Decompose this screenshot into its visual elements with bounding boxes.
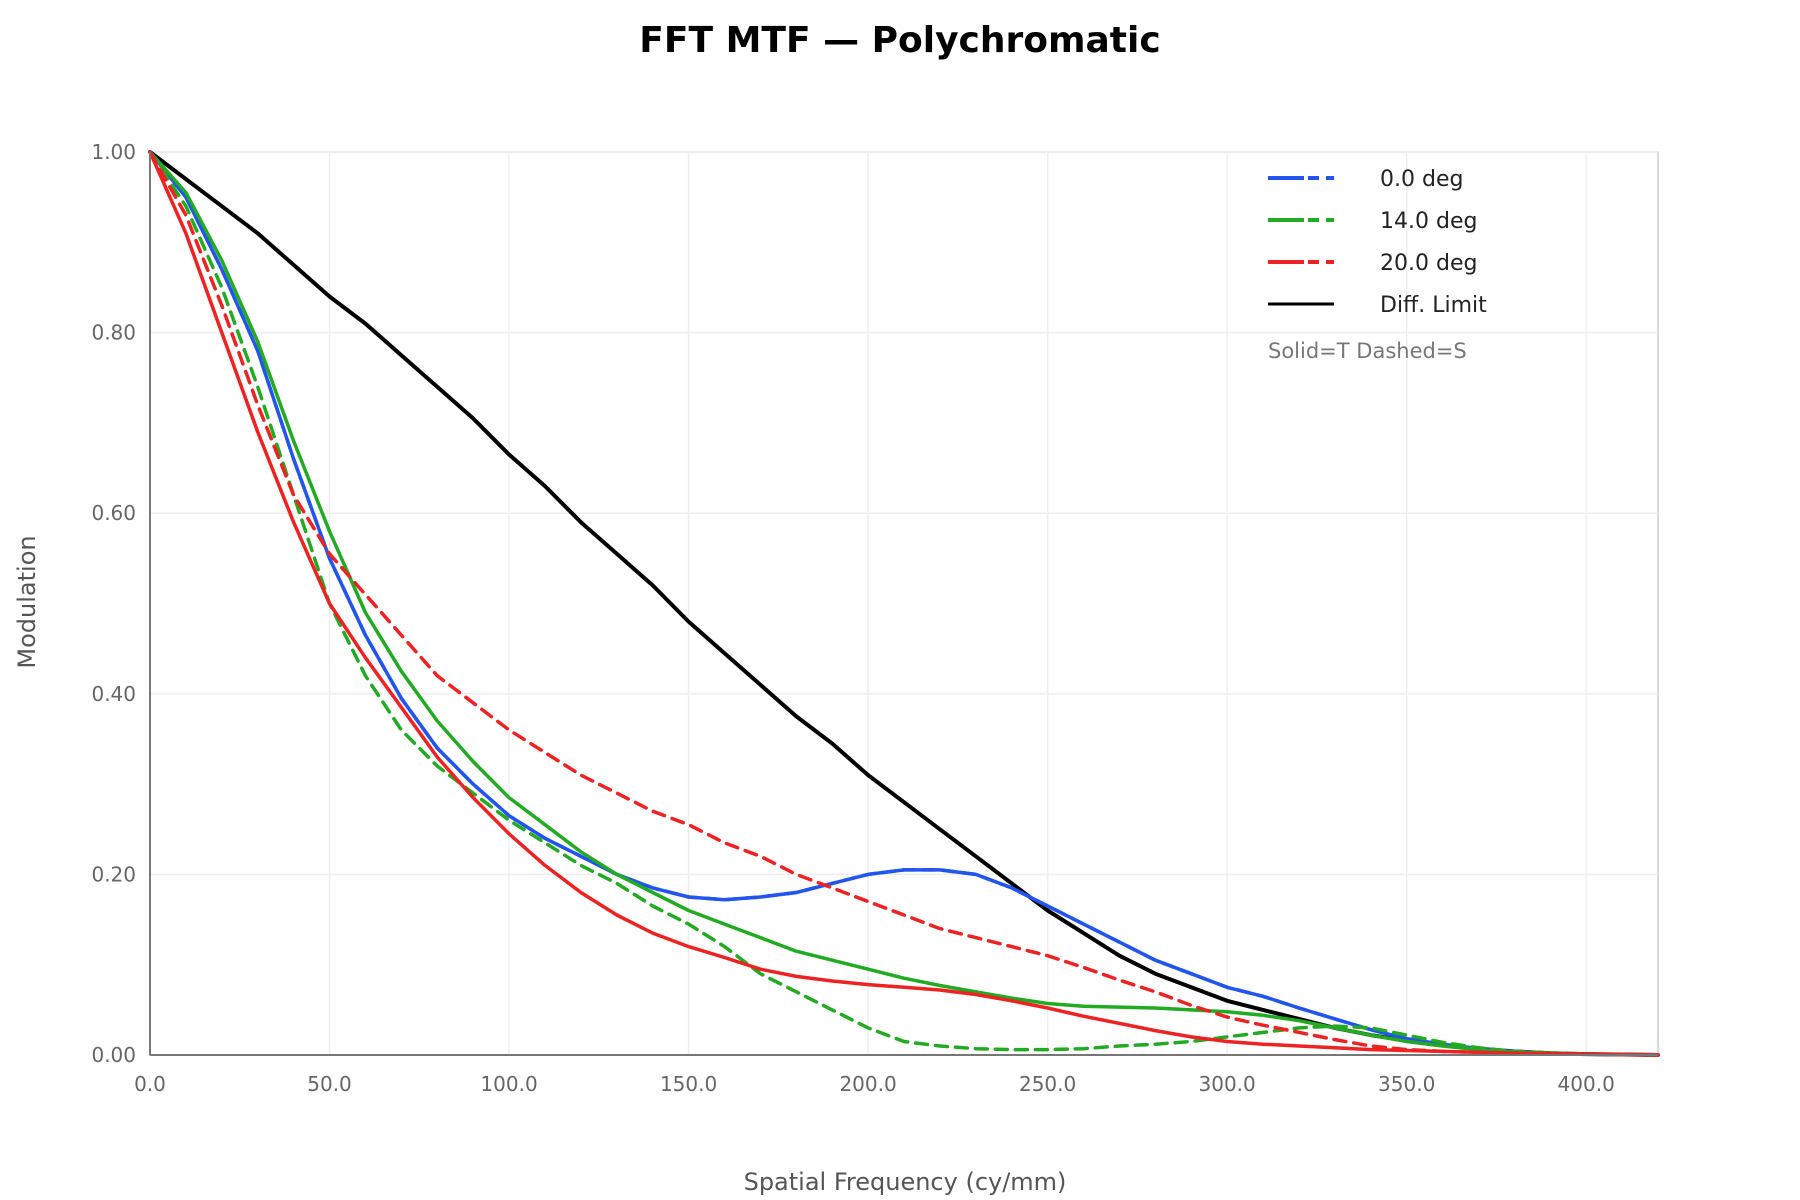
y-tick-label: 0.60 (91, 501, 136, 525)
legend-label: 20.0 deg (1380, 251, 1477, 276)
series-layer (148, 150, 1660, 1057)
x-tick-label: 150.0 (660, 1072, 717, 1096)
y-tick-label: 0.20 (91, 862, 136, 886)
series-line-0-0-deg-tangential (148, 150, 1660, 1057)
y-tick-label: 0.00 (91, 1043, 136, 1067)
x-axis-label: Spatial Frequency (cy/mm) (744, 1168, 1067, 1196)
plot-frame (149, 151, 1659, 1056)
grid-layer (149, 151, 1659, 1056)
series-line-20-0-deg-tangential (148, 150, 1660, 1057)
axes-layer: 0.0 50.0 100.0 150.0 200.0 250.0 300.0 350.0 400… (91, 140, 1658, 1096)
series-line-diff-limit-tangential (148, 150, 1660, 1057)
series-line-20-0-deg-sagittal (148, 150, 1660, 1057)
x-tick-label: 300.0 (1199, 1072, 1256, 1096)
x-tick-label: 250.0 (1019, 1072, 1076, 1096)
series-line-14-0-deg-tangential (148, 150, 1660, 1057)
legend-note: Solid=T Dashed=S (1268, 339, 1467, 363)
y-axis-label: Modulation (13, 535, 41, 668)
x-tick-label: 350.0 (1378, 1072, 1435, 1096)
y-tick-label: 0.40 (91, 682, 136, 706)
y-tick-label: 1.00 (91, 140, 136, 164)
series-line-0-0-deg-sagittal (148, 150, 1660, 1057)
x-tick-label: 100.0 (480, 1072, 537, 1096)
x-tick-label: 400.0 (1558, 1072, 1615, 1096)
chart-title: FFT MTF — Polychromatic (639, 20, 1161, 61)
y-tick-label: 0.80 (91, 321, 136, 345)
legend-label: 0.0 deg (1380, 167, 1463, 192)
series-line-14-0-deg-sagittal (148, 150, 1660, 1057)
legend-label: Diff. Limit (1380, 293, 1487, 318)
x-tick-label: 50.0 (307, 1072, 352, 1096)
x-tick-label: 0.0 (134, 1072, 166, 1096)
x-tick-label: 200.0 (839, 1072, 896, 1096)
legend: 0.0 deg 14.0 deg 20.0 deg Diff. Limit Solid=… (1268, 167, 1487, 363)
legend-label: 14.0 deg (1380, 209, 1477, 234)
